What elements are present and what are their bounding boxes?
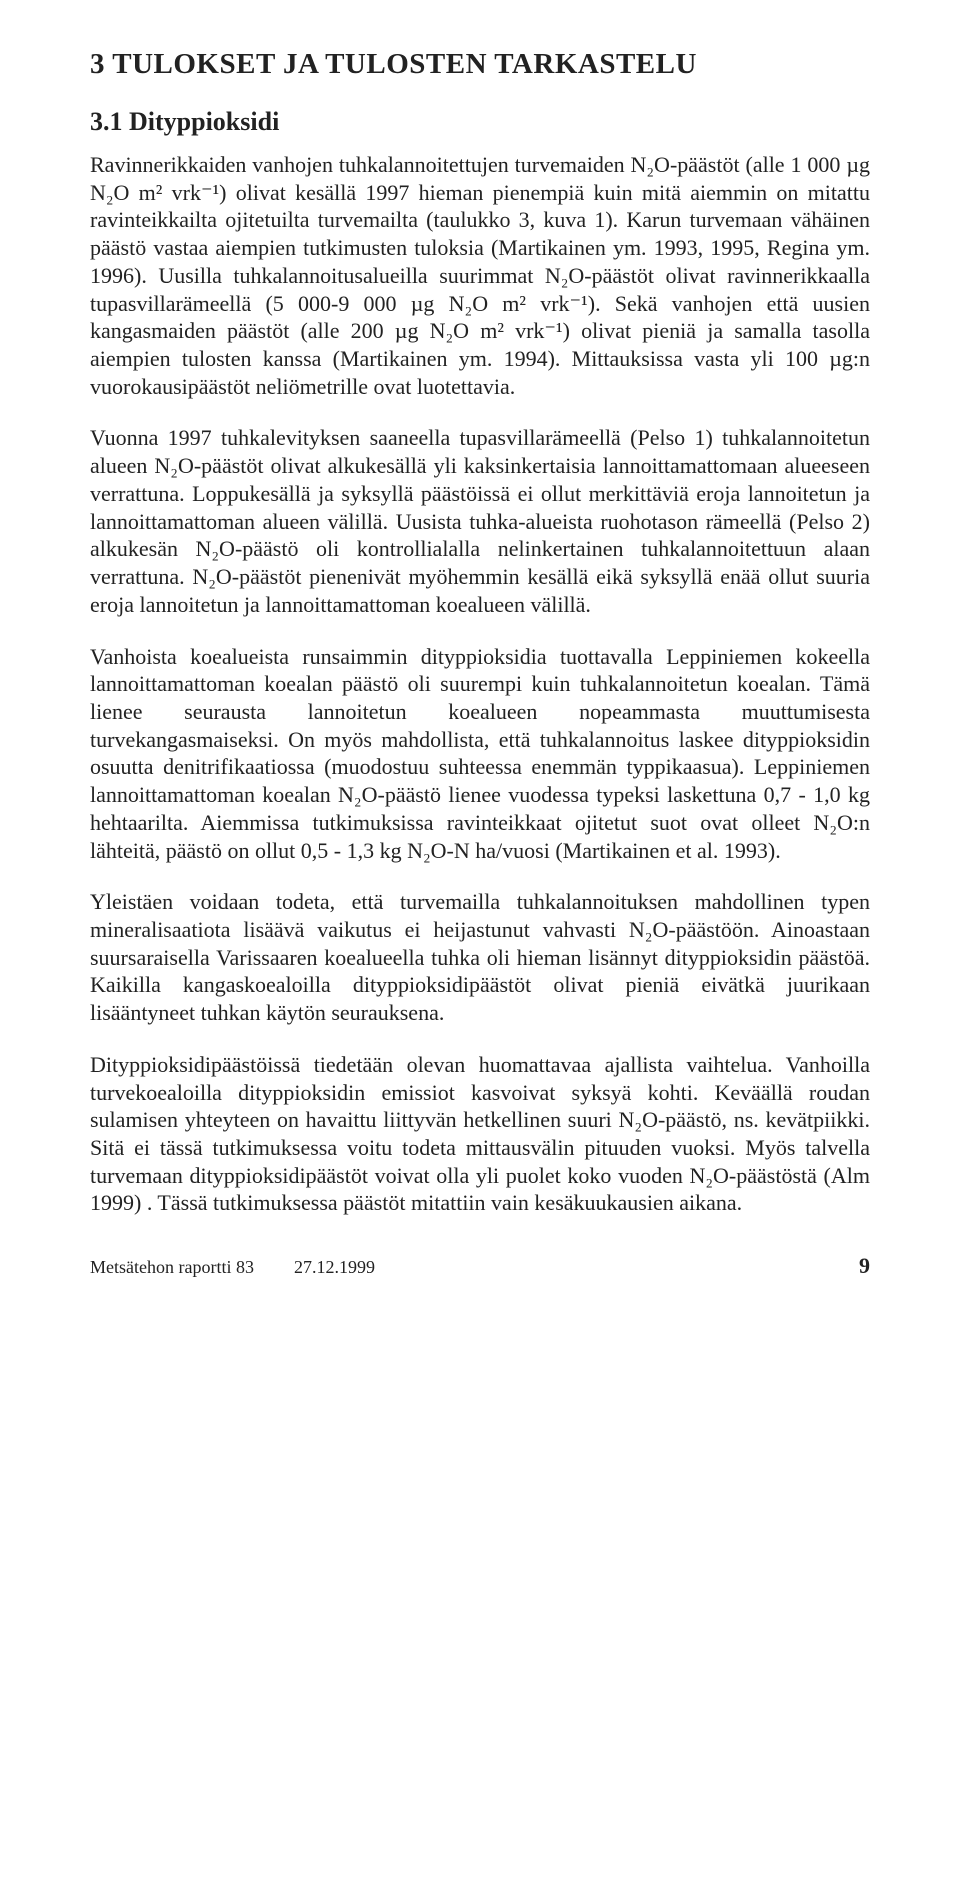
paragraph-5: Dityppioksidipäästöissä tiedetään olevan… [90,1051,870,1217]
paragraph-4: Yleistäen voidaan todeta, että turvemail… [90,888,870,1027]
heading-main: 3 TULOKSET JA TULOSTEN TARKASTELU [90,48,870,81]
footer-left: Metsätehon raportti 83 27.12.1999 [90,1257,375,1278]
paragraph-1: Ravinnerikkaiden vanhojen tuhkalannoitet… [90,151,870,400]
heading-sub: 3.1 Dityppioksidi [90,107,870,137]
footer-date: 27.12.1999 [294,1257,375,1278]
page-footer: Metsätehon raportti 83 27.12.1999 9 [90,1253,870,1279]
footer-report: Metsätehon raportti 83 [90,1257,254,1278]
page-container: 3 TULOKSET JA TULOSTEN TARKASTELU 3.1 Di… [0,0,960,1319]
paragraph-2: Vuonna 1997 tuhkalevityksen saaneella tu… [90,424,870,618]
page-number: 9 [859,1253,870,1279]
paragraph-3: Vanhoista koealueista runsaimmin dityppi… [90,643,870,865]
